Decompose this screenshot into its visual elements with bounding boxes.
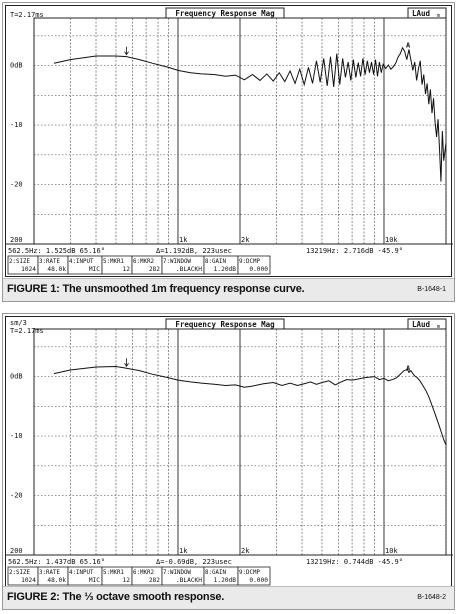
- panel-title: Frequency Response Mag: [165, 7, 285, 19]
- parameter-value: .BLACKH: [176, 266, 202, 273]
- panel-title-text: Frequency Response Mag: [175, 9, 275, 18]
- time-window-label: T=2.17ms: [10, 11, 44, 19]
- readout-text: 562.5Hz: 1.437dB 65.16°: [8, 558, 105, 566]
- parameter-value: MIC: [89, 577, 100, 584]
- parameter-value: 1.20dB: [214, 266, 237, 273]
- parameter-value: 0.000: [249, 266, 268, 273]
- caption-bar: FIGURE 1: The unsmoothed 1m frequency re…: [3, 278, 454, 301]
- parameter-value: 282: [149, 577, 160, 584]
- parameter-name: 7:WINDOW: [163, 570, 191, 576]
- marker-1: [124, 46, 129, 56]
- frequency-response-plot: 0dB -10 -20 200 1k 2k 10k sm/3T=2.17ms Frequency…: [6, 318, 453, 586]
- figure-code: B-1648-2: [417, 594, 446, 601]
- parameter-name: 2:SIZE: [9, 259, 30, 265]
- parameter-name: 9:DCMP: [239, 259, 260, 265]
- x-tick-label: 2k: [241, 547, 250, 555]
- brand-text: LAud: [412, 320, 430, 329]
- parameter-name: 5:MKR1: [103, 570, 124, 576]
- time-window-label: T=2.17ms: [10, 327, 44, 335]
- brand-logo: LAud m: [407, 318, 447, 330]
- parameter-name: 8:GAIN: [205, 570, 226, 576]
- frequency-response-plot: 0dB -10 -20 200 1k 2k 10k T=2.17ms Frequency Res…: [6, 7, 453, 275]
- x-tick-label: 1k: [179, 236, 188, 244]
- vertical-grid: [69, 18, 447, 244]
- figure-caption: FIGURE 2: The ⅓ octave smooth response.: [7, 591, 225, 603]
- x-tick-label: 200: [10, 236, 23, 244]
- figure-code: B-1648-1: [417, 286, 446, 293]
- readout-text: 13219Hz: 0.744dB -45.9°: [306, 558, 403, 566]
- panel-title-text: Frequency Response Mag: [175, 320, 275, 329]
- readout-text: 562.5Hz: 1.525dB 65.16°: [8, 247, 105, 255]
- caption-bar: FIGURE 2: The ⅓ octave smooth response. …: [3, 586, 454, 609]
- x-tick-label: 200: [10, 547, 23, 555]
- y-tick-label: -10: [10, 432, 23, 440]
- parameter-table: 2:SIZE10243:RATE48.0k4:INPUTMIC5:MKR1126…: [7, 566, 271, 586]
- y-tick-label: -20: [10, 181, 23, 189]
- parameter-value: MIC: [89, 266, 100, 273]
- analyzer-screen: 0dB -10 -20 200 1k 2k 10k sm/3 T=2.17ms Frequency…: [5, 316, 453, 588]
- parameter-value: 12: [123, 577, 131, 584]
- parameter-name: 9:DCMP: [239, 570, 260, 576]
- parameter-value: 1.20dB: [214, 577, 237, 584]
- parameter-cell: [237, 255, 271, 275]
- brand-logo: LAud m: [407, 7, 447, 19]
- parameter-name: 3:RATE: [39, 259, 60, 265]
- figure-1: 0dB -10 -20 200 1k 2k 10k T=2.17ms Frequency Res…: [2, 2, 455, 302]
- parameter-name: 6:MKR2: [133, 570, 154, 576]
- y-unit-label: sm/3: [10, 319, 27, 327]
- parameter-table: 2:SIZE10243:RATE48.0k4:INPUTMIC5:MKR1126…: [7, 255, 271, 275]
- figure-caption: FIGURE 1: The unsmoothed 1m frequency re…: [7, 283, 305, 295]
- horizontal-grid: [34, 35, 446, 215]
- parameter-value: 48.0k: [47, 266, 66, 273]
- x-tick-label: 10k: [385, 547, 398, 555]
- figure-2: 0dB -10 -20 200 1k 2k 10k sm/3 T=2.17ms Frequency…: [2, 313, 455, 610]
- parameter-name: 5:MKR1: [103, 259, 124, 265]
- parameter-name: 4:INPUT: [69, 570, 94, 576]
- marker-2-label: A: [406, 42, 411, 50]
- parameter-value: 48.0k: [47, 577, 66, 584]
- y-tick-label: -20: [10, 492, 23, 500]
- horizontal-grid: [34, 346, 446, 526]
- parameter-cell: [237, 566, 271, 586]
- parameter-name: 6:MKR2: [133, 259, 154, 265]
- brand-sub-text: m: [437, 324, 440, 330]
- marker-2-label: A: [406, 364, 411, 372]
- parameter-name: 8:GAIN: [205, 259, 226, 265]
- parameter-name: 2:SIZE: [9, 570, 30, 576]
- x-tick-label: 1k: [179, 547, 188, 555]
- marker-1: [124, 358, 129, 367]
- y-tick-label: 0dB: [10, 373, 23, 381]
- parameter-value: .BLACKH: [176, 577, 202, 584]
- vertical-grid: [69, 329, 447, 555]
- readout-text: Δ=-0.69dB, 223usec: [156, 558, 232, 566]
- marker-readout: 562.5Hz: 1.437dB 65.16° Δ=-0.69dB, 223use…: [6, 554, 453, 566]
- parameter-value: 12: [123, 266, 131, 273]
- response-curve: [53, 365, 447, 446]
- parameter-value: 1024: [21, 577, 36, 584]
- parameter-value: 0.000: [249, 577, 268, 584]
- parameter-name: 4:INPUT: [69, 259, 94, 265]
- brand-sub-text: m: [437, 13, 440, 19]
- readout-text: Δ=1.192dB, 223usec: [156, 247, 232, 255]
- y-tick-label: -10: [10, 121, 23, 129]
- y-tick-label: 0dB: [10, 62, 23, 70]
- brand-text: LAud: [412, 9, 430, 18]
- x-tick-label: 2k: [241, 236, 250, 244]
- x-tick-label: 10k: [385, 236, 398, 244]
- response-curve: [53, 46, 447, 182]
- parameter-value: 1024: [21, 266, 36, 273]
- panel-title: Frequency Response Mag: [165, 318, 285, 330]
- analyzer-screen: 0dB -10 -20 200 1k 2k 10k T=2.17ms Frequency Res…: [5, 5, 453, 277]
- readout-text: 13219Hz: 2.716dB -45.9°: [306, 247, 403, 255]
- parameter-name: 3:RATE: [39, 570, 60, 576]
- parameter-value: 282: [149, 266, 160, 273]
- marker-readout: 562.5Hz: 1.525dB 65.16° Δ=1.192dB, 223use…: [6, 243, 453, 255]
- parameter-name: 7:WINDOW: [163, 259, 191, 265]
